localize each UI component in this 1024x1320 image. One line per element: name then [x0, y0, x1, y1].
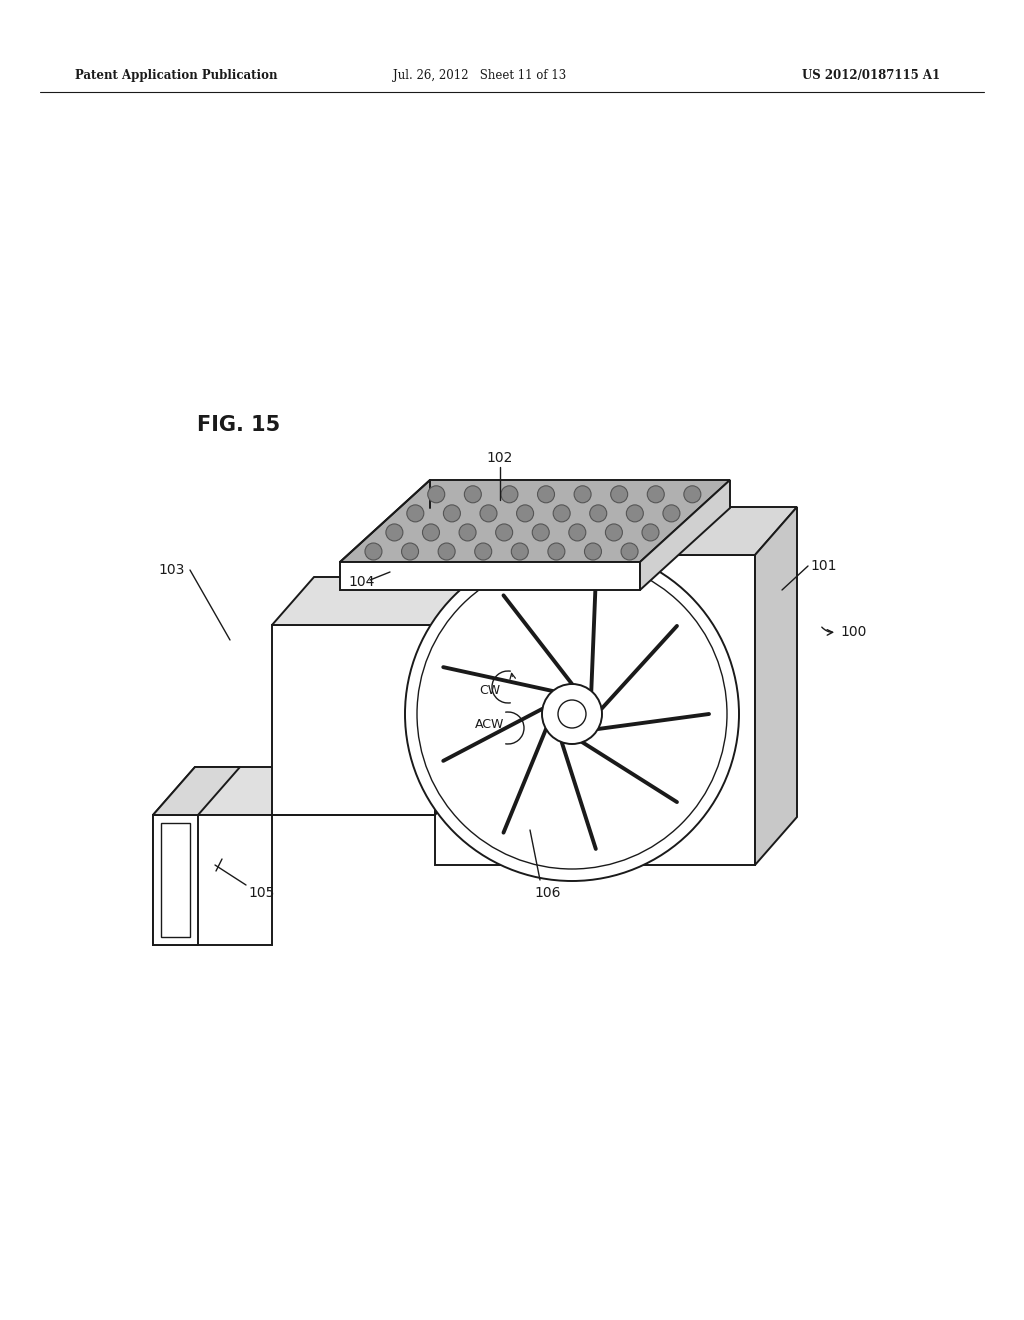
Circle shape: [386, 524, 402, 541]
Circle shape: [475, 543, 492, 560]
Circle shape: [423, 524, 439, 541]
Circle shape: [516, 504, 534, 521]
Text: 103: 103: [158, 564, 184, 577]
Circle shape: [684, 486, 700, 503]
Circle shape: [542, 684, 602, 744]
Text: FIG. 15: FIG. 15: [197, 414, 281, 436]
Polygon shape: [153, 814, 198, 945]
Circle shape: [443, 504, 461, 521]
Circle shape: [663, 504, 680, 521]
Polygon shape: [161, 822, 190, 937]
Text: 102: 102: [486, 451, 513, 465]
Text: 100: 100: [840, 624, 866, 639]
Polygon shape: [435, 507, 797, 554]
Circle shape: [428, 486, 444, 503]
Text: 104: 104: [348, 576, 375, 589]
Text: US 2012/0187115 A1: US 2012/0187115 A1: [802, 69, 940, 82]
Circle shape: [568, 524, 586, 541]
Polygon shape: [435, 554, 755, 865]
Text: 101: 101: [810, 558, 837, 573]
Polygon shape: [435, 577, 477, 814]
Circle shape: [622, 543, 638, 560]
Circle shape: [464, 486, 481, 503]
Circle shape: [610, 486, 628, 503]
Polygon shape: [272, 577, 477, 624]
Text: CW: CW: [479, 684, 501, 697]
Circle shape: [407, 504, 424, 521]
Circle shape: [642, 524, 659, 541]
Polygon shape: [153, 767, 314, 814]
Polygon shape: [340, 562, 640, 590]
Text: Patent Application Publication: Patent Application Publication: [75, 69, 278, 82]
Circle shape: [501, 486, 518, 503]
Circle shape: [553, 504, 570, 521]
Polygon shape: [153, 814, 272, 945]
Circle shape: [480, 504, 497, 521]
Text: 106: 106: [534, 886, 560, 900]
Polygon shape: [340, 480, 730, 562]
Circle shape: [548, 543, 565, 560]
Text: 105: 105: [248, 886, 274, 900]
Circle shape: [365, 543, 382, 560]
Circle shape: [511, 543, 528, 560]
Circle shape: [605, 524, 623, 541]
Text: Jul. 26, 2012   Sheet 11 of 13: Jul. 26, 2012 Sheet 11 of 13: [393, 69, 566, 82]
Circle shape: [459, 524, 476, 541]
Circle shape: [574, 486, 591, 503]
Circle shape: [627, 504, 643, 521]
Circle shape: [532, 524, 549, 541]
Polygon shape: [272, 624, 435, 814]
Circle shape: [401, 543, 419, 560]
Circle shape: [590, 504, 607, 521]
Text: ACW: ACW: [475, 718, 505, 731]
Polygon shape: [153, 767, 240, 814]
Circle shape: [438, 543, 455, 560]
Circle shape: [585, 543, 601, 560]
Circle shape: [406, 546, 739, 880]
Circle shape: [538, 486, 555, 503]
Circle shape: [496, 524, 513, 541]
Circle shape: [647, 486, 665, 503]
Polygon shape: [640, 480, 730, 590]
Polygon shape: [755, 507, 797, 865]
